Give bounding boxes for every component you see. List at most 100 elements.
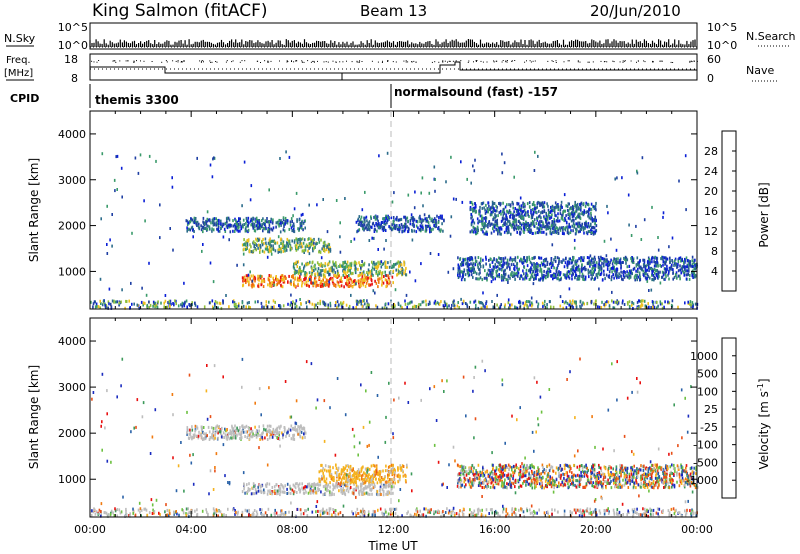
data-cell	[628, 223, 630, 227]
data-cell	[235, 434, 238, 438]
data-cell	[564, 209, 566, 213]
data-cell	[214, 431, 217, 435]
data-cell	[531, 263, 533, 267]
nave-dot	[93, 61, 95, 63]
data-cell	[586, 256, 589, 259]
data-cell	[476, 217, 479, 221]
data-cell	[626, 270, 628, 274]
data-cell	[564, 275, 566, 279]
data-cell	[678, 256, 680, 260]
data-cell	[323, 283, 325, 287]
data-cell	[487, 210, 489, 214]
data-cell	[244, 278, 247, 282]
data-cell	[512, 263, 515, 267]
data-cell	[323, 270, 326, 274]
data-cell	[504, 222, 506, 226]
data-cell	[350, 284, 352, 288]
data-cell	[218, 222, 220, 226]
data-cell	[584, 204, 587, 208]
data-cell	[617, 261, 620, 265]
data-cell	[568, 287, 571, 291]
data-cell	[500, 260, 503, 264]
data-cell	[299, 298, 301, 301]
data-cell	[559, 304, 562, 308]
data-cell	[568, 257, 571, 261]
data-cell	[116, 300, 118, 304]
data-cell	[255, 435, 258, 439]
data-cell	[506, 203, 508, 207]
data-cell	[242, 225, 244, 229]
data-cell	[588, 275, 590, 279]
data-cell	[376, 215, 379, 219]
data-cell	[327, 284, 330, 288]
data-cell	[263, 277, 265, 281]
nave-dot	[526, 60, 527, 62]
data-cell	[241, 243, 244, 247]
data-cell	[657, 304, 659, 308]
data-cell	[262, 285, 265, 288]
data-cell	[419, 219, 421, 223]
data-cell	[311, 272, 313, 276]
data-cell	[384, 273, 387, 277]
data-cell	[322, 284, 324, 288]
data-cell	[497, 214, 499, 218]
data-cell	[607, 300, 610, 304]
data-cell	[258, 278, 260, 282]
data-cell	[207, 425, 210, 429]
data-cell	[388, 277, 390, 281]
data-cell	[368, 239, 371, 242]
data-cell	[317, 237, 320, 241]
data-cell	[492, 202, 495, 206]
data-cell	[347, 285, 350, 288]
data-cell	[567, 202, 570, 206]
data-cell	[461, 270, 463, 274]
data-cell	[424, 229, 427, 233]
data-cell	[450, 155, 452, 159]
nave-dot	[448, 60, 450, 62]
data-cell	[191, 425, 193, 429]
data-cell	[459, 269, 461, 273]
data-cell	[501, 278, 503, 282]
data-cell	[636, 278, 638, 282]
data-cell	[348, 264, 350, 268]
data-cell	[299, 268, 302, 272]
data-cell	[477, 228, 479, 232]
data-cell	[468, 268, 470, 272]
data-cell	[394, 227, 397, 231]
data-cell	[469, 300, 472, 304]
data-cell	[312, 281, 314, 285]
data-cell	[311, 266, 313, 270]
data-cell	[320, 256, 323, 260]
data-cell	[612, 300, 615, 304]
data-cell	[536, 201, 539, 205]
data-cell	[611, 262, 614, 266]
data-cell	[160, 301, 162, 305]
data-cell	[298, 267, 301, 271]
data-cell	[279, 305, 282, 309]
data-cell	[262, 424, 265, 428]
data-cell	[595, 219, 597, 223]
data-cell	[212, 426, 215, 430]
data-cell	[368, 263, 370, 267]
data-cell	[301, 262, 303, 266]
data-cell	[466, 268, 468, 272]
data-cell	[460, 297, 462, 301]
data-cell	[211, 175, 214, 179]
data-cell	[293, 280, 295, 284]
data-cell	[396, 215, 398, 219]
data-cell	[409, 219, 412, 222]
data-cell	[445, 302, 448, 306]
data-cell	[218, 229, 221, 233]
data-cell	[642, 269, 645, 273]
data-cell	[400, 223, 403, 226]
data-cell	[261, 275, 263, 279]
data-cell	[268, 274, 271, 277]
data-cell	[663, 305, 665, 309]
data-cell	[572, 255, 574, 259]
data-cell	[364, 302, 366, 306]
data-cell	[107, 306, 109, 310]
data-cell	[482, 201, 485, 205]
data-cell	[212, 306, 215, 310]
date-title: 20/Jun/2010	[590, 2, 681, 20]
data-cell	[677, 274, 680, 278]
